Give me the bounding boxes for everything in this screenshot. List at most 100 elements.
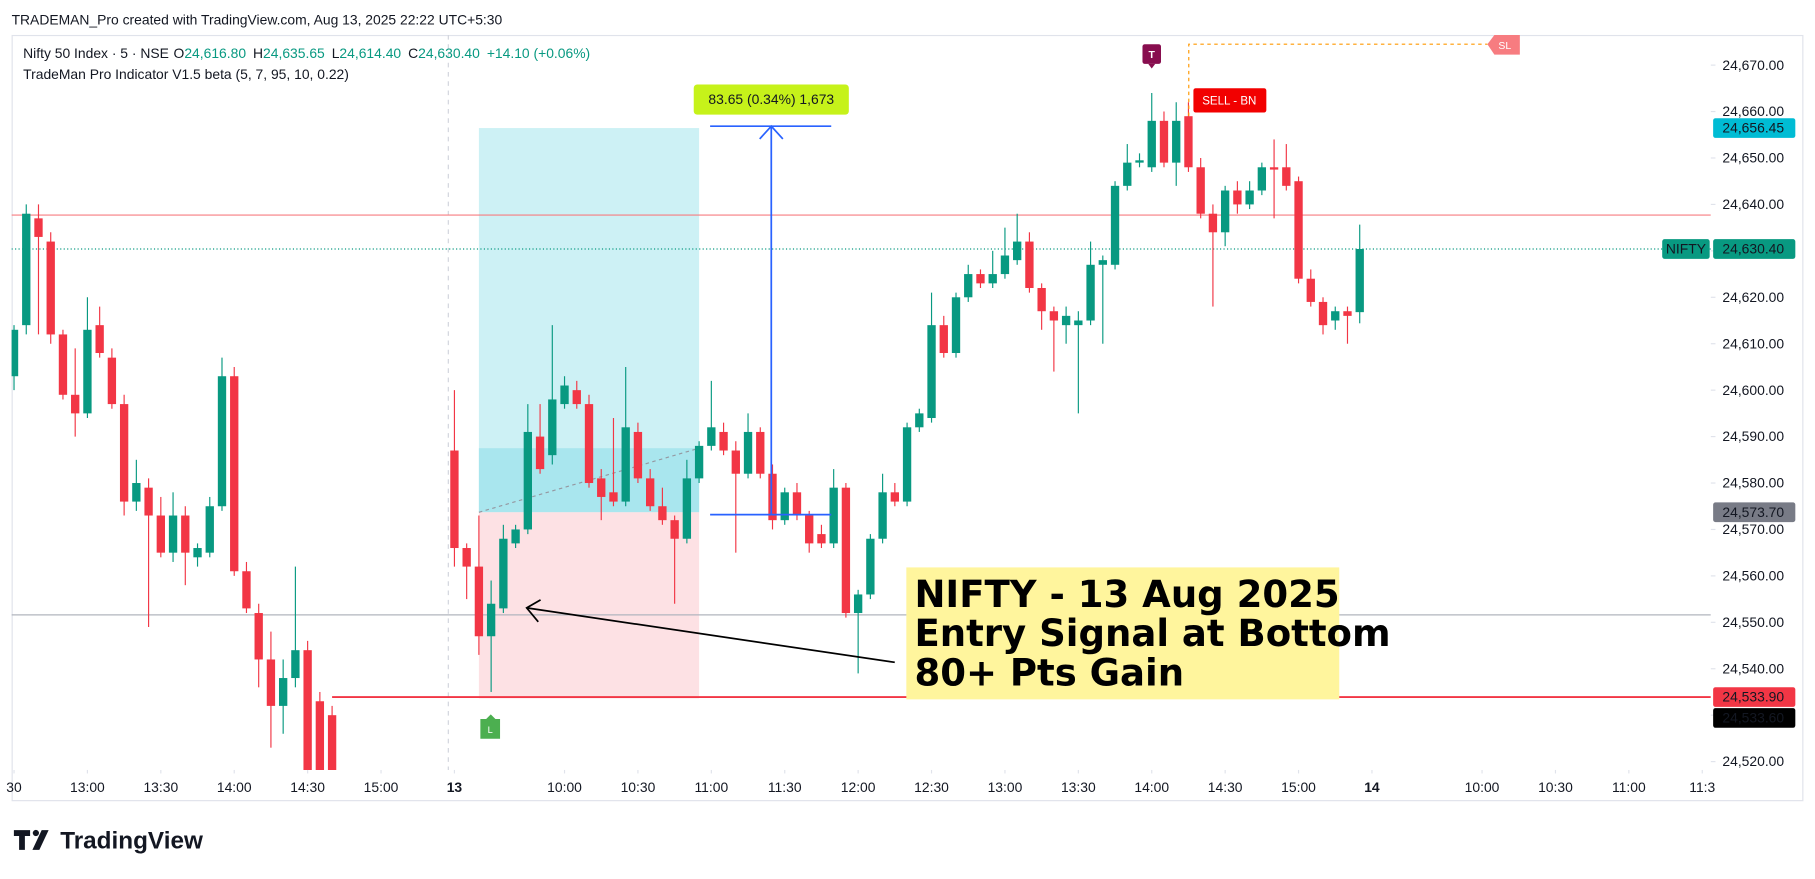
candle-body [548,399,557,456]
candle-body [193,548,202,558]
y-tick-label: 24,540.00 [1722,660,1784,676]
candle-body [609,492,618,502]
logo: TradingView [13,828,203,855]
candle-body [1110,185,1120,265]
candle-body [1098,260,1107,265]
candle-body [95,325,104,354]
candle-body [1269,167,1279,170]
x-tick-label: 11:00 [694,779,728,795]
plot-over: 24,520.0024,530.0024,540.0024,550.0024,5… [6,57,1796,795]
candle-body [670,520,679,539]
y-tick-label: 24,580.00 [1722,475,1784,491]
marker-long-label: L [488,725,493,735]
x-tick-label: 10:00 [1465,779,1500,795]
candle-body [1331,311,1340,321]
marker-sl: SL [1188,34,1520,116]
x-tick-label: 11:00 [1612,779,1646,795]
candle-body [462,548,471,567]
candle-body [792,492,802,516]
candle-body [743,431,753,474]
y-tick-label: 24,670.00 [1722,57,1784,73]
candle-body [205,506,214,553]
candle-body [878,492,887,539]
candle-body [34,218,43,237]
x-tick-label: 30 [6,779,22,795]
legend-key: O [174,45,185,61]
legend-value: 24,616.80 [184,45,246,61]
candle-body [230,376,239,572]
candle-body [511,529,520,544]
candle-body [1037,288,1046,312]
x-tick-label: 13:30 [1061,779,1096,795]
candle-body [1061,315,1071,326]
candle-body [572,390,581,405]
x-tick-label: 11:30 [768,779,802,795]
candle-body [633,431,643,479]
y-tick-label: 24,590.00 [1722,428,1784,444]
candle-body [83,329,92,414]
indicator: TradeMan Pro Indicator V1.5 beta (5, 7, … [23,66,349,82]
candle-body [1233,190,1242,205]
candle-body [22,213,31,326]
candle-body [327,715,337,770]
legend-value: 24,635.65 [263,45,325,61]
frame [11,34,1804,802]
symbol-tag-label: NIFTY [1666,241,1706,257]
candle-body [939,325,948,354]
candle-body [156,515,165,553]
price-tag-label: 24,573.70 [1722,504,1784,520]
candle-body [107,357,117,405]
candle-body [1025,241,1034,289]
candle-body [646,478,655,507]
x-tick-label: 13:00 [988,779,1023,795]
x-tick-label: 15:00 [364,779,399,795]
candle-body [780,492,789,521]
y-tick-label: 24,610.00 [1722,335,1784,351]
candle-body [853,594,863,614]
price-tag [1713,239,1796,259]
y-tick-label: 24,570.00 [1722,521,1784,537]
candle-body [254,613,263,660]
candle-body [1049,311,1059,321]
candle-body [951,297,961,354]
candle-body [902,427,912,502]
annotation-arrow [525,599,895,664]
price-tag-label: 24,533.90 [1722,689,1784,705]
candle-body [1318,301,1328,326]
legend: Nifty 50 Index · 5 · NSE O24,616.80 H24,63… [23,45,590,61]
candle-body [890,492,900,502]
candle-body [181,515,190,553]
candle-body [915,413,924,428]
candle-body [1282,167,1291,186]
legend-key: L [332,45,340,61]
candle-body [841,487,851,614]
annotation-line: 80+ Pts Gain [914,651,1184,694]
y-tick-label: 24,550.00 [1722,614,1784,630]
y-tick-label: 24,520.00 [1722,753,1784,769]
candle-body [266,659,276,706]
candle-body [976,274,985,284]
candle-body [242,571,251,609]
price-tag [1713,118,1796,138]
candle-body [535,436,545,470]
x-tick-label: 14:30 [1208,779,1243,795]
price-tag [1713,502,1796,523]
y-tick-label: 24,620.00 [1722,289,1784,305]
x-tick-label: 14:30 [290,779,325,795]
candle-body [168,515,178,553]
candle-body [731,450,740,474]
x-tick-label: 12:30 [914,779,949,795]
y-tick-label: 24,650.00 [1722,150,1784,166]
candle-body [523,431,533,530]
x-tick-label: 13:00 [70,779,105,795]
candle-body [46,241,55,335]
candle-body [1147,120,1156,168]
x-tick-label: 12:00 [841,779,876,795]
candle-body [1220,190,1230,233]
marker-sell-label: SELL - BN [1202,95,1256,107]
candle-body [829,487,838,544]
candle-body [1355,248,1364,313]
legend-symbol: Nifty 50 Index · 5 · NSE [23,45,169,61]
price-tag-label: 24,533.60 [1722,710,1784,726]
